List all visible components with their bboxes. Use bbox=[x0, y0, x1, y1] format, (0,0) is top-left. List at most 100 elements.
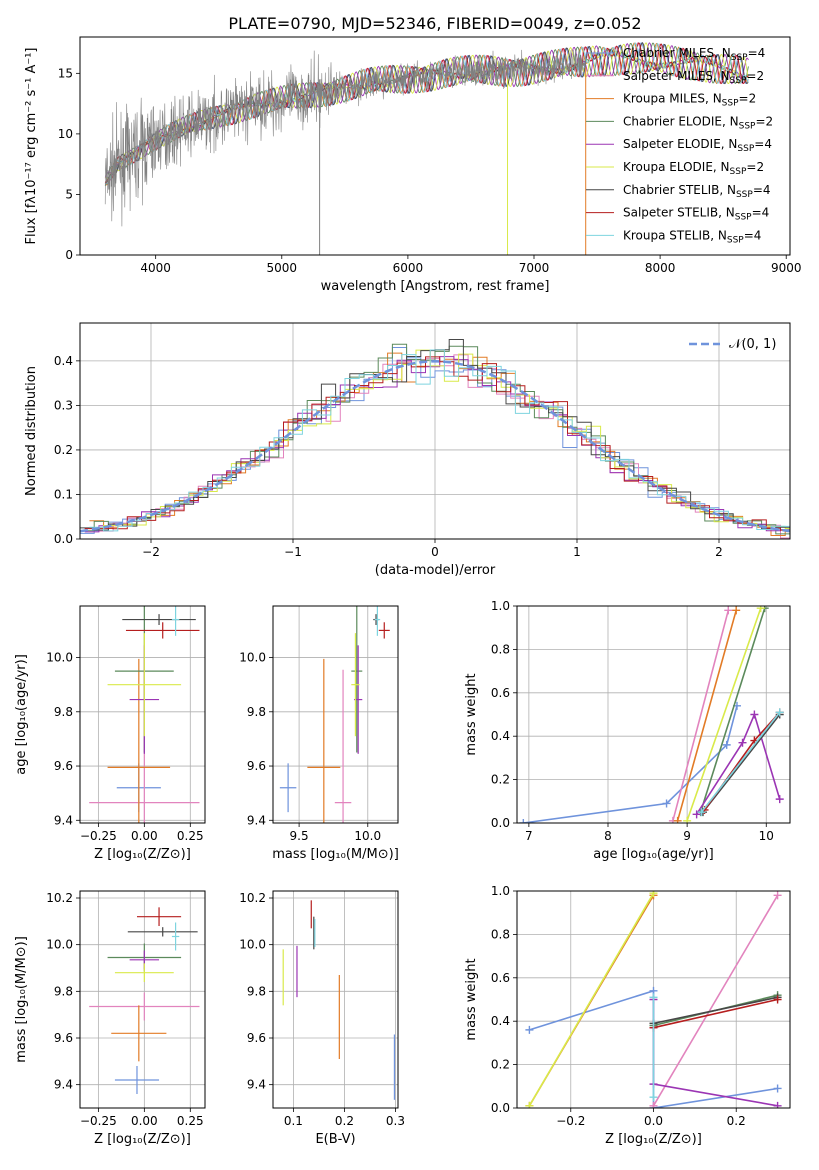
x-tick-label: 5000 bbox=[267, 261, 298, 275]
legend-model-name: Chabrier ELODIE, bbox=[623, 114, 730, 128]
weight-point-marker bbox=[697, 808, 706, 817]
weight-series-line bbox=[672, 610, 730, 822]
legend-nssp-sub: SSP bbox=[737, 144, 754, 154]
residuals-panel: −2 −1 0 1 2 0.0 0.1 0.2 0.3 0.4 (data-model)/error… bbox=[24, 322, 791, 578]
x-tick-label: −0.25 bbox=[80, 1114, 117, 1128]
y-tick-label: 10.2 bbox=[46, 891, 73, 905]
y-tick-label: 0.1 bbox=[54, 487, 73, 501]
x-tick-label: 0.2 bbox=[727, 1114, 746, 1128]
weight-point-marker bbox=[662, 799, 671, 808]
x-tick-label: 0.0 bbox=[644, 1114, 663, 1128]
figure-title: PLATE=0790, MJD=52346, FIBERID=0049, z=0… bbox=[228, 14, 641, 33]
axes-frame bbox=[272, 890, 399, 1109]
legend-nssp-prefix: N bbox=[718, 228, 727, 242]
weight-point-marker bbox=[649, 1093, 658, 1102]
y-tick-label: 9.8 bbox=[247, 984, 266, 998]
axes-frame bbox=[79, 36, 791, 256]
legend-nssp-sub: SSP bbox=[730, 76, 747, 86]
weight-point-marker bbox=[673, 816, 682, 823]
x-tick-label: −0.2 bbox=[556, 1114, 585, 1128]
x-axis-label: Z [log₁₀(Z/Z⊙)] bbox=[94, 847, 191, 862]
legend-entry: 𝒩(0, 1) bbox=[729, 337, 776, 352]
y-tick-label: 0.2 bbox=[491, 1058, 510, 1072]
legend-entry: Salpeter MILES, NSSP=2 bbox=[623, 69, 764, 86]
weight-point-marker bbox=[732, 606, 741, 615]
weight-point-marker bbox=[683, 816, 692, 823]
x-tick-label: 9.5 bbox=[290, 829, 309, 843]
weight-point-marker bbox=[649, 891, 658, 898]
y-tick-label: 9.4 bbox=[54, 1078, 73, 1092]
legend-nssp-value: =2 bbox=[739, 92, 757, 106]
x-tick-label: 0.25 bbox=[177, 1114, 204, 1128]
y-tick-label: 0.4 bbox=[54, 354, 73, 368]
axes-frame bbox=[516, 890, 791, 1109]
y-tick-label: 9.8 bbox=[247, 705, 266, 719]
y-tick-label: 0.0 bbox=[491, 816, 510, 830]
x-tick-label: 0.3 bbox=[386, 1114, 405, 1128]
x-tick-label: −0.25 bbox=[80, 829, 117, 843]
weight-series-line bbox=[652, 894, 779, 1107]
weight-series-line bbox=[700, 711, 781, 813]
legend-nssp-value: =4 bbox=[753, 183, 771, 197]
y-tick-label: 0.2 bbox=[491, 773, 510, 787]
legend-nssp-prefix: N bbox=[730, 114, 739, 128]
y-tick-label: 9.4 bbox=[247, 813, 266, 827]
y-tick-label: 9.6 bbox=[247, 759, 266, 773]
legend-entry: Kroupa STELIB, NSSP=4 bbox=[623, 228, 761, 245]
legend-nssp-sub: SSP bbox=[735, 213, 752, 223]
y-tick-label: 0.8 bbox=[491, 642, 510, 656]
legend-model-name: Chabrier MILES, bbox=[623, 46, 722, 60]
plot-area bbox=[80, 339, 790, 539]
x-tick-label: 7000 bbox=[519, 261, 550, 275]
y-tick-label: 0.0 bbox=[54, 532, 73, 546]
weight-point-marker bbox=[773, 995, 782, 1004]
weight-point-marker bbox=[525, 1025, 534, 1034]
axes-frame bbox=[79, 605, 206, 824]
mass-vs-ebv-panel: 0.1 0.2 0.3 9.4 9.6 9.8 10.0 10.2 E(B-V) bbox=[239, 890, 405, 1147]
x-axis-label: E(B-V) bbox=[315, 1132, 355, 1147]
x-tick-label: 9 bbox=[683, 829, 691, 843]
y-tick-label: 9.8 bbox=[54, 705, 73, 719]
age-vs-mass-panel: 9.5 10.0 9.4 9.6 9.8 10.0 mass [log₁₀(M/M⊙)] bbox=[239, 605, 399, 862]
legend-nssp-value: =4 bbox=[752, 206, 770, 220]
y-tick-label: 10.0 bbox=[46, 938, 73, 952]
x-axis-label: Z [log₁₀(Z/Z⊙)] bbox=[605, 1132, 702, 1147]
x-axis-label: (data-model)/error bbox=[375, 563, 496, 578]
plot-area bbox=[519, 606, 784, 823]
legend-entry: Salpeter STELIB, NSSP=4 bbox=[623, 206, 769, 223]
y-tick-label: 9.6 bbox=[54, 759, 73, 773]
legend-model-name: Kroupa MILES, bbox=[623, 92, 713, 106]
y-tick-label: 1.0 bbox=[491, 884, 510, 898]
y-tick-label: 9.6 bbox=[247, 1031, 266, 1045]
y-tick-label: 10.0 bbox=[46, 651, 73, 665]
x-axis-label: wavelength [Angstrom, rest frame] bbox=[321, 279, 550, 294]
residual-histogram bbox=[84, 356, 790, 533]
weight-point-marker bbox=[649, 993, 658, 1002]
legend-nssp-prefix: N bbox=[721, 160, 730, 174]
x-axis-label: mass [log₁₀(M/M⊙)] bbox=[272, 847, 399, 862]
x-axis-label: Z [log₁₀(Z/Z⊙)] bbox=[94, 1132, 191, 1147]
legend-nssp-value: =2 bbox=[746, 160, 764, 174]
weight-series-line bbox=[686, 607, 762, 822]
weight-point-marker bbox=[724, 606, 733, 615]
weight-series-line bbox=[702, 714, 781, 813]
y-axis-label: Flux [fλ10⁻¹⁷ erg cm⁻² s⁻¹ A⁻¹] bbox=[24, 48, 39, 245]
y-axis-label: mass weight bbox=[464, 673, 479, 755]
weight-point-marker bbox=[722, 740, 731, 749]
legend-nssp-value: =4 bbox=[744, 228, 762, 242]
weight-point-marker bbox=[773, 1084, 782, 1093]
y-tick-label: 15 bbox=[58, 66, 73, 80]
x-tick-label: 6000 bbox=[393, 261, 424, 275]
y-tick-label: 1.0 bbox=[491, 599, 510, 613]
legend-nssp-prefix: N bbox=[727, 183, 736, 197]
x-tick-label: 10.0 bbox=[354, 829, 381, 843]
y-axis-label: age [log₁₀(age/yr)] bbox=[14, 654, 29, 775]
y-tick-label: 0 bbox=[65, 248, 73, 262]
weight-point-marker bbox=[773, 891, 782, 900]
weight-vs-metallicity-panel: −0.2 0.0 0.2 0.0 0.2 0.4 0.6 0.8 1.0 Z [log₁₀(Z/Z… bbox=[464, 884, 791, 1147]
plot-area bbox=[282, 900, 396, 1100]
weight-point-marker bbox=[750, 710, 759, 719]
residual-histogram bbox=[84, 354, 790, 539]
x-tick-label: 0.2 bbox=[335, 1114, 354, 1128]
